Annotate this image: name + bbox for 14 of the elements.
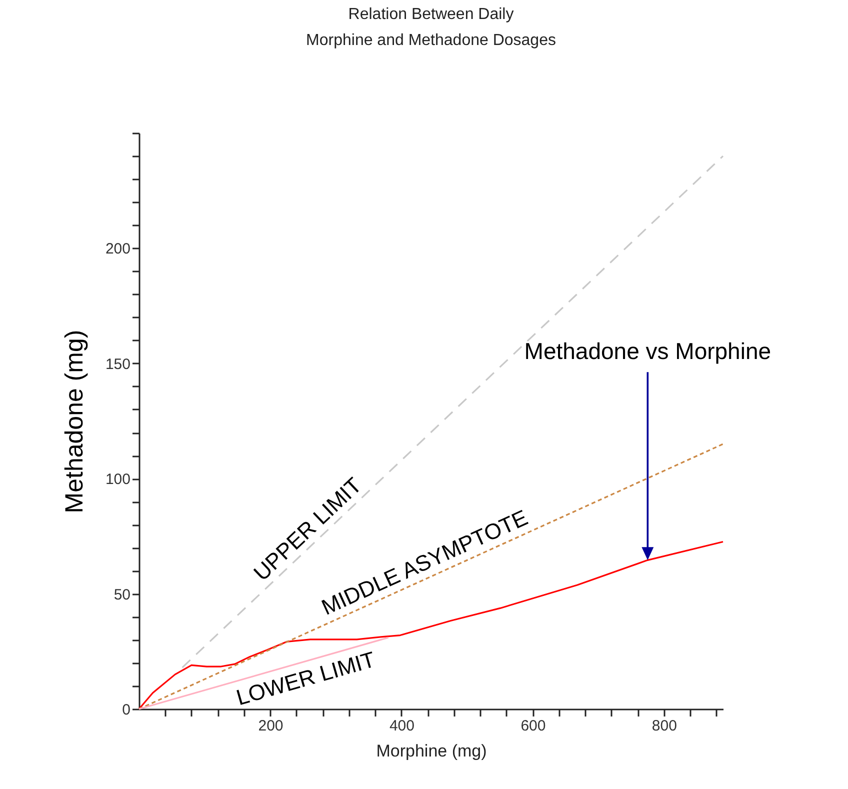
x-axis-title: Morphine (mg) [376,742,487,760]
text: LOWER LIMIT [233,646,378,710]
x-tick-label: 600 [520,718,546,734]
y-tick-label: 150 [105,356,130,373]
x-tick-label: 400 [389,718,414,734]
y-tick-label: 200 [105,240,130,258]
y-tick-label: 50 [114,586,130,604]
y-axis-title: Methadone (mg) [60,330,88,514]
y-tick-label: 0 [122,702,130,718]
x-tick-label: 200 [258,718,284,734]
x-tick-label: 800 [652,718,677,734]
chart-title: Relation Between Daily Morphine and Methadone Dosages [306,6,556,49]
y-tick-label: 100 [105,471,130,488]
annotation: Methadone vs Morphine [524,338,772,364]
